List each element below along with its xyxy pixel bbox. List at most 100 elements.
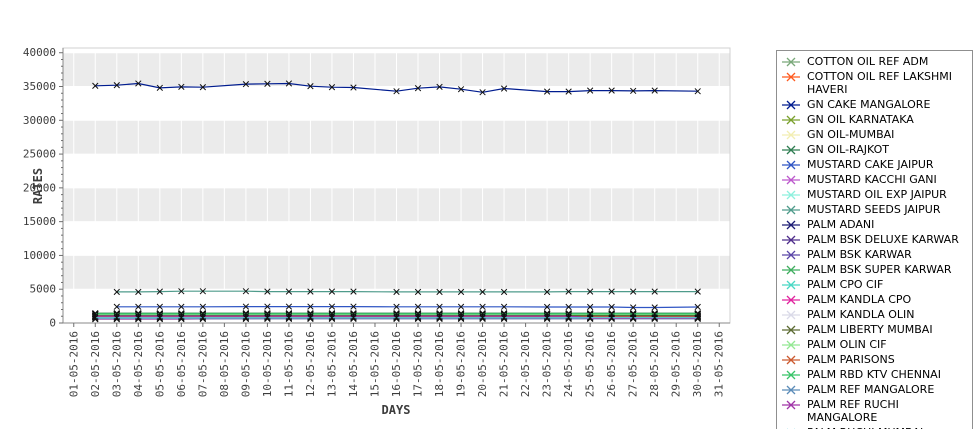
series-marker	[436, 303, 443, 310]
x-tick-label: 13-05-2016	[325, 331, 338, 397]
legend-item-label: MUSTARD CAKE JAIPUR	[807, 158, 934, 171]
legend-marker-x	[786, 400, 796, 410]
series-marker	[694, 314, 701, 321]
legend-item-label: COTTON OIL REF LAKSHMI HAVERI	[807, 70, 953, 96]
series-marker	[135, 303, 142, 310]
x-tick-label: 21-05-2016	[498, 331, 511, 397]
legend-item: MUSTARD CAKE JAIPUR	[782, 157, 970, 172]
legend: COTTON OIL REF ADM COTTON OIL REF LAKSHMI…	[776, 50, 973, 429]
series-marker	[92, 314, 99, 321]
legend-item-label: GN OIL KARNATAKA	[807, 113, 914, 126]
legend-item: PALM LIBERTY MUMBAI	[782, 322, 970, 337]
legend-marker-icon	[782, 145, 800, 155]
series-marker	[651, 87, 658, 94]
series-marker	[457, 303, 465, 310]
series-marker	[199, 303, 207, 310]
series-marker	[199, 314, 207, 321]
series-marker	[135, 314, 142, 321]
legend-marker-x	[786, 115, 796, 125]
series-marker	[242, 315, 250, 322]
legend-item: PALM KANDLA OLIN	[782, 307, 970, 322]
series-marker	[608, 87, 615, 94]
legend-item: GN OIL-RAJKOT	[782, 142, 970, 157]
x-tick-label: 02-05-2016	[89, 331, 102, 397]
series-6	[113, 303, 701, 311]
series-marker	[694, 303, 701, 311]
series-marker	[307, 83, 314, 90]
legend-marker-x	[786, 250, 796, 260]
x-tick-label: 26-05-2016	[605, 331, 618, 397]
series-marker	[565, 88, 572, 95]
legend-item-label: PALM REF RUCHI MANGALORE	[807, 398, 899, 424]
series-marker	[414, 315, 422, 322]
series-marker	[630, 304, 637, 311]
series-marker	[285, 314, 293, 321]
series-marker	[608, 288, 615, 295]
legend-item-label: PALM ADANI	[807, 218, 875, 231]
legend-item-label: PALM RUCHI MUMBAI	[807, 426, 923, 429]
x-tick-label: 31-05-2016	[713, 331, 726, 397]
series-marker	[178, 83, 185, 91]
legend-item-label: GN OIL-RAJKOT	[807, 143, 890, 156]
series-marker	[92, 315, 99, 322]
series-marker	[92, 82, 99, 89]
legend-marker-x	[786, 100, 796, 110]
x-tick-label: 11-05-2016	[282, 331, 295, 397]
legend-marker-icon	[782, 385, 800, 395]
series-marker	[500, 314, 508, 321]
series-marker	[479, 314, 486, 321]
legend-marker-x	[786, 72, 796, 82]
x-tick-label: 14-05-2016	[347, 331, 360, 397]
legend-marker-x	[786, 175, 796, 185]
series-marker	[307, 288, 314, 295]
y-tick-label: 5000	[30, 283, 57, 296]
legend-marker-icon	[782, 72, 800, 82]
series-marker	[414, 314, 422, 321]
legend-item-label: MUSTARD KACCHI GANI	[807, 173, 937, 186]
series-marker	[479, 303, 486, 310]
x-tick-label: 01-05-2016	[67, 331, 80, 397]
series-marker	[436, 83, 443, 91]
series-marker	[543, 315, 551, 322]
series-marker	[285, 288, 293, 295]
series-marker	[242, 303, 250, 310]
legend-item: PALM BSK DELUXE KARWAR	[782, 232, 970, 247]
legend-item-label: PALM LIBERTY MUMBAI	[807, 323, 933, 336]
legend-marker-icon	[782, 57, 800, 67]
x-tick-label: 30-05-2016	[691, 331, 704, 397]
x-tick-label: 20-05-2016	[476, 331, 489, 397]
series-marker	[328, 314, 336, 321]
series-marker	[178, 315, 185, 322]
series-marker	[285, 315, 293, 322]
series-marker	[457, 315, 465, 322]
legend-marker-icon	[782, 220, 800, 230]
series-marker	[156, 315, 163, 322]
series-marker	[264, 314, 271, 321]
series-marker	[135, 80, 142, 87]
axis-ticks	[59, 52, 720, 327]
legend-item-label: MUSTARD SEEDS JAIPUR	[807, 203, 941, 216]
series-marker	[651, 288, 658, 295]
legend-item-label: PALM OLIN CIF	[807, 338, 887, 351]
series-marker	[543, 303, 551, 311]
x-tick-label: 10-05-2016	[261, 331, 274, 397]
series-marker	[543, 314, 551, 321]
y-tick-labels: 0 5000 10000 15000 20000 25000 30000 35000 40000	[23, 46, 56, 329]
series-marker	[328, 315, 336, 322]
series-marker	[328, 288, 336, 295]
series-marker	[414, 303, 422, 310]
x-tick-label: 27-05-2016	[627, 331, 640, 397]
legend-marker-icon	[782, 115, 800, 125]
x-tick-label: 05-05-2016	[153, 331, 166, 397]
legend-item-label: MUSTARD OIL EXP JAIPUR	[807, 188, 947, 201]
y-axis-title: RATES	[31, 167, 45, 205]
series-marker	[242, 288, 250, 295]
legend-item: PALM BSK KARWAR	[782, 247, 970, 262]
series-marker	[586, 303, 594, 311]
legend-item: PALM REF RUCHI MANGALORE	[782, 397, 970, 425]
legend-item: GN OIL-MUMBAI	[782, 127, 970, 142]
x-tick-label: 09-05-2016	[239, 331, 252, 397]
legend-item-label: PALM KANDLA CPO	[807, 293, 912, 306]
series-marker	[479, 288, 486, 296]
legend-item-label: PALM RBD KTV CHENNAI	[807, 368, 941, 381]
